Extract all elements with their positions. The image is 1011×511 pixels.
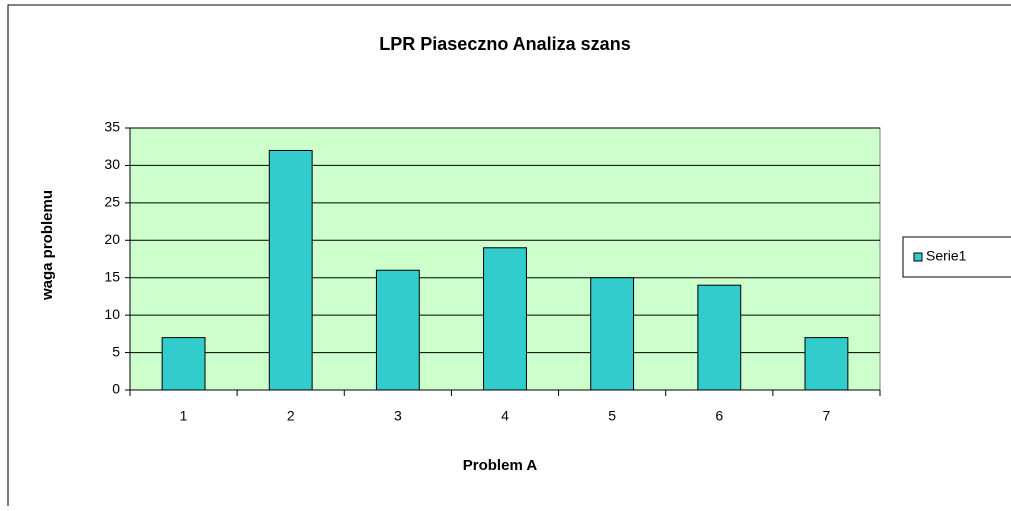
bar xyxy=(483,247,527,391)
bar xyxy=(804,337,849,391)
x-axis-label: Problem A xyxy=(463,457,538,474)
y-tick-label: 10 xyxy=(104,306,120,322)
legend-swatch xyxy=(913,252,923,262)
legend-label: Serie1 xyxy=(926,248,967,264)
y-tick-label: 20 xyxy=(104,231,120,247)
bar xyxy=(697,284,742,391)
chart-title: LPR Piaseczno Analiza szans xyxy=(379,34,630,54)
bar xyxy=(375,269,420,391)
y-tick-label: 30 xyxy=(104,156,120,172)
x-tick-label: 6 xyxy=(715,408,723,424)
x-tick-label: 5 xyxy=(608,408,616,424)
y-axis-label: waga problemu xyxy=(39,190,56,301)
bar xyxy=(161,337,206,391)
x-tick-label: 7 xyxy=(823,408,831,424)
bar xyxy=(268,149,313,391)
y-tick-label: 35 xyxy=(104,119,120,135)
y-tick-label: 0 xyxy=(112,381,120,397)
x-tick-label: 4 xyxy=(501,408,509,424)
x-tick-label: 2 xyxy=(287,408,295,424)
y-tick-label: 5 xyxy=(112,343,120,359)
x-tick-label: 1 xyxy=(180,408,188,424)
y-tick-label: 15 xyxy=(104,268,120,284)
bar xyxy=(590,277,635,391)
y-tick-label: 25 xyxy=(104,194,120,210)
x-tick-label: 3 xyxy=(394,408,402,424)
